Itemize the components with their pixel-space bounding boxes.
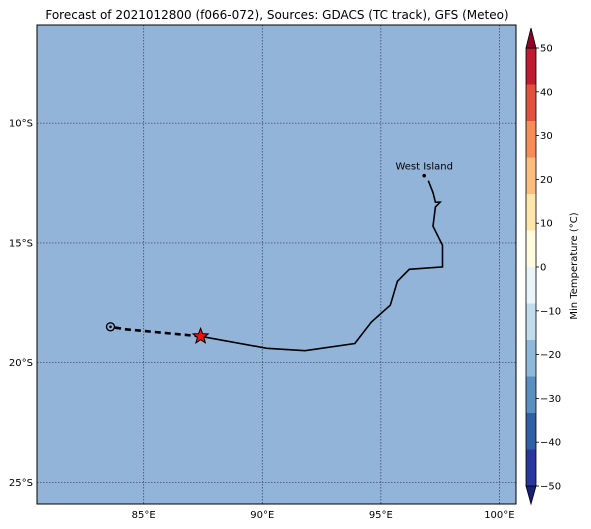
map-title: Forecast of 2021012800 (f066-072), Sourc… [45, 8, 508, 22]
colorbar-segment [526, 157, 536, 194]
current-position-star-icon [191, 326, 210, 344]
past-track-line [200, 180, 444, 352]
colorbar-segment [526, 303, 536, 340]
colorbar-tick-label: 50 [540, 44, 553, 55]
map-area [37, 25, 516, 504]
lon-tick-label: 85°E [132, 510, 156, 521]
colorbar-tick-label: 20 [540, 175, 553, 186]
colorbar-tick-label: 10 [540, 219, 553, 230]
colorbar-tick-label: −10 [540, 306, 561, 317]
colorbar-label: Min Temperature (°C) [569, 212, 580, 319]
colorbar-tick-label: 30 [540, 131, 553, 142]
map-frame [36, 24, 517, 505]
forecast-track-line [110, 325, 201, 338]
lat-tick-label: 15°S [9, 238, 33, 249]
place-label: West Island [395, 162, 453, 173]
colorbar-segment [526, 413, 536, 450]
colorbar-segment [526, 194, 536, 231]
lat-tick-label: 20°S [9, 358, 33, 369]
colorbar-segment [526, 48, 536, 85]
forecast-end-dot [109, 325, 112, 329]
colorbar-segment [526, 230, 536, 267]
colorbar-segment [526, 84, 536, 121]
colorbar-segment [526, 340, 536, 377]
colorbar-lower-extend [525, 485, 537, 506]
lon-tick-label: 95°E [369, 510, 393, 521]
colorbar-segment [526, 449, 536, 486]
colorbar-tick-label: 0 [540, 263, 546, 274]
cyclone-track [105, 180, 444, 352]
axis-tick-labels: 85°E 90°E 95°E 100°E 10°S 15°S 20°S 25°S [9, 119, 515, 521]
lat-tick-label: 25°S [9, 478, 33, 489]
colorbar-segment [526, 376, 536, 413]
grid-lines [37, 25, 516, 504]
forecast-end-marker [105, 322, 116, 332]
colorbar [525, 27, 537, 506]
colorbar-upper-extend [525, 27, 537, 49]
place-marker-group: West Island [395, 162, 453, 178]
colorbar-segment [526, 121, 536, 158]
colorbar-tick-label: −50 [540, 482, 561, 493]
lon-tick-label: 100°E [484, 510, 514, 521]
colorbar-tick-label: 40 [540, 87, 553, 98]
colorbar-tick-label: −30 [540, 394, 561, 405]
place-dot [422, 173, 427, 178]
lat-tick-label: 10°S [9, 119, 33, 130]
lon-tick-label: 90°E [250, 510, 274, 521]
colorbar-tick-label: −20 [540, 350, 561, 361]
colorbar-segment [526, 267, 536, 304]
colorbar-tick-label: −40 [540, 438, 561, 449]
colorbar-tick-labels: 50 40 30 20 10 0 −10 −20 −30 −40 −50 [536, 44, 561, 493]
